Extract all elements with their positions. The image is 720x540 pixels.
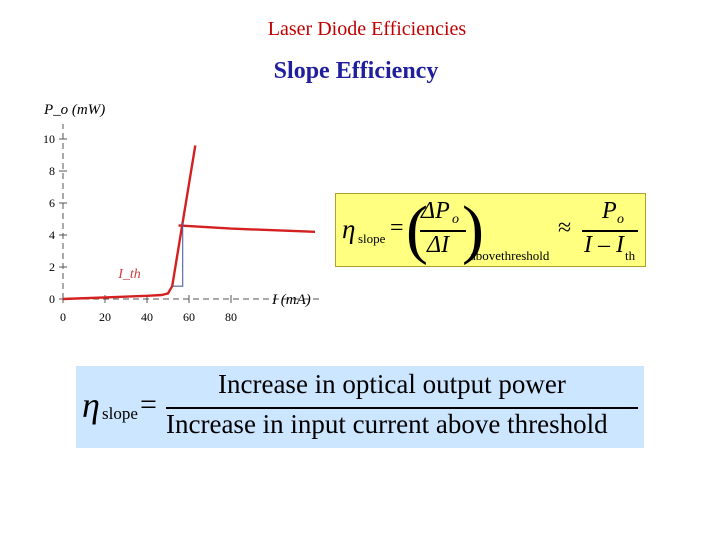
eta-symbol: η xyxy=(342,214,356,244)
eta-symbol-2: η xyxy=(82,385,100,425)
numerator-text: Increase in optical output power xyxy=(218,369,566,399)
chart-ticks: 0 20 40 60 80 0 2 4 6 8 10 xyxy=(43,132,237,324)
delta-i: ΔI xyxy=(427,232,450,258)
x-tick-label: 40 xyxy=(141,310,153,324)
slope-definition-box: η slope = Increase in optical output pow… xyxy=(76,366,644,448)
delta-p: ΔP xyxy=(421,198,450,224)
denominator-text: Increase in input current above threshol… xyxy=(166,409,608,439)
y-tick-label: 4 xyxy=(49,228,55,242)
page-title: Laser Diode Efficiencies xyxy=(267,18,467,40)
fraction-bar-2 xyxy=(582,230,638,232)
approx-sign: ≈ xyxy=(558,215,572,241)
above-threshold-subscript: abovethreshold xyxy=(470,248,550,263)
fraction-bar-3 xyxy=(166,407,638,409)
slope-formula-box: η slope = ( ΔP o ΔI ) abovethreshold ≈ P… xyxy=(335,193,646,267)
y-tick-label: 6 xyxy=(49,196,55,210)
delta-p-subscript: o xyxy=(452,212,459,227)
equals-sign: = xyxy=(390,215,404,241)
chart-series xyxy=(62,145,316,301)
y-tick-label: 10 xyxy=(43,132,55,146)
fraction-bar-1 xyxy=(420,230,466,232)
y-tick-label: 0 xyxy=(49,292,55,306)
p-o-subscript: o xyxy=(617,212,624,227)
p-o: P xyxy=(602,198,617,224)
x-tick-label: 60 xyxy=(183,310,195,324)
threshold-annotation: I_th xyxy=(117,267,141,282)
y-axis-label: P_o (mW) xyxy=(43,102,105,118)
eta-subscript: slope xyxy=(358,231,386,246)
eta-subscript-2: slope xyxy=(102,404,138,423)
th-subscript: th xyxy=(625,248,636,263)
series-line-2 xyxy=(178,224,316,233)
right-paren: ) xyxy=(462,193,484,266)
equals-sign-2: = xyxy=(140,388,157,421)
chart-axes xyxy=(62,124,321,300)
left-paren: ( xyxy=(406,193,428,266)
chart-labels: P_o (mW) I (mA) I_th xyxy=(43,102,311,308)
x-tick-label: 20 xyxy=(99,310,111,324)
y-tick-label: 2 xyxy=(49,260,55,274)
series-line-1 xyxy=(62,145,197,301)
y-tick-label: 8 xyxy=(49,164,55,178)
i-minus-ith: I – I xyxy=(584,232,624,258)
x-axis-label: I (mA) xyxy=(271,292,311,308)
x-tick-label: 80 xyxy=(225,310,237,324)
x-tick-label: 0 xyxy=(60,310,66,324)
page-subtitle: Slope Efficiency xyxy=(273,58,439,84)
slope-triangle xyxy=(172,222,184,287)
